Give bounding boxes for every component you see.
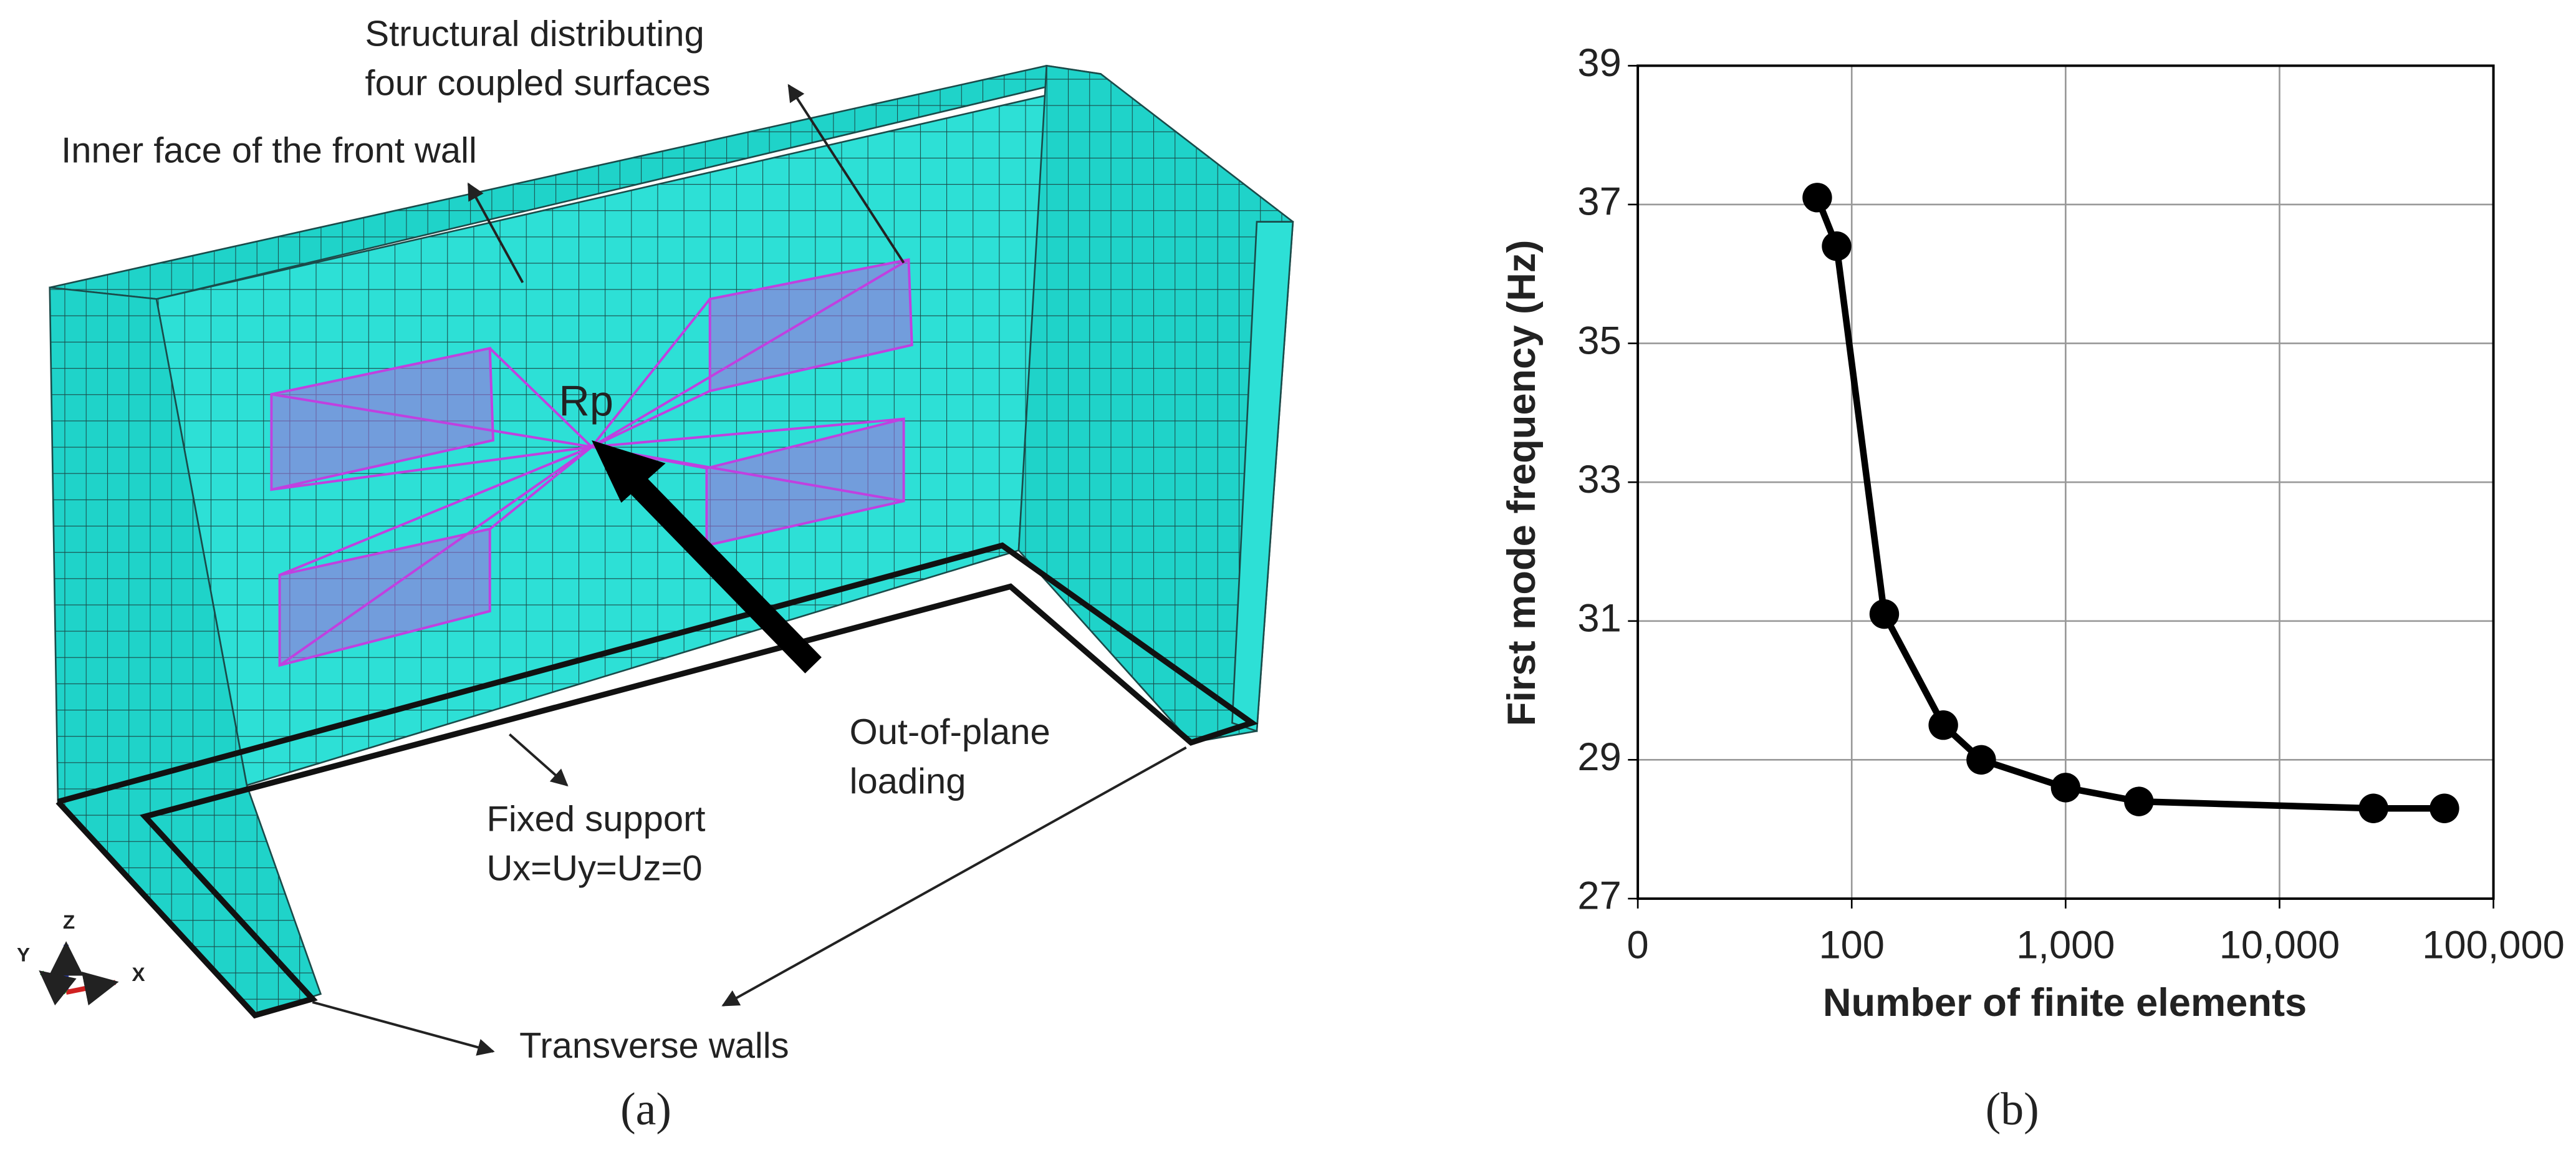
- y-tick-label: 35: [1577, 319, 1621, 362]
- mesh-model: [39, 64, 1294, 1056]
- annotation: Transverse walls: [519, 1026, 789, 1066]
- plot-frame: [1636, 64, 2495, 900]
- annotation: four coupled surfaces: [365, 63, 711, 103]
- data-point: [1928, 710, 1958, 740]
- data-point: [2429, 793, 2459, 823]
- axis-letter: Z: [63, 911, 75, 933]
- x-axis-label: Number of finite elements: [1823, 981, 2307, 1025]
- y-tick-label: 33: [1577, 458, 1621, 501]
- annotation: loading: [850, 761, 966, 801]
- annotation: Inner face of the front wall: [61, 130, 477, 170]
- data-point: [2050, 773, 2081, 803]
- data-point: [1966, 745, 1996, 775]
- annotation: Ux=Uy=Uz=0: [486, 848, 702, 888]
- annotation: Out-of-plane: [850, 712, 1050, 752]
- x-tick-label: 1,000: [2016, 924, 2115, 967]
- x-tick-label: 10,000: [2219, 924, 2340, 967]
- annotation: Structural distributing: [365, 14, 704, 54]
- plot: 27 29 31 33 35 37 39 0 100 1,000 10,000 100,000: [1577, 41, 2564, 967]
- data-point: [1822, 231, 1852, 261]
- y-tick-label: 31: [1577, 596, 1621, 640]
- annotation: Rp: [559, 377, 613, 425]
- axis-letter: Y: [17, 943, 30, 965]
- y-tick-label: 39: [1577, 41, 1621, 85]
- data-point: [2124, 786, 2154, 816]
- y-tick-label: 29: [1577, 735, 1621, 779]
- y-tick-label: 27: [1577, 874, 1621, 918]
- caption: (a): [620, 1083, 671, 1134]
- data-point: [1802, 183, 1832, 213]
- y-axis-label: First mode frequency (Hz): [1500, 240, 1544, 727]
- x-tick-label: 100: [1819, 924, 1884, 967]
- data-point: [2358, 793, 2388, 823]
- x-tick-label: 100,000: [2422, 924, 2565, 967]
- data-point: [1869, 599, 1900, 629]
- annotation: Fixed support: [486, 799, 705, 839]
- axis-letter: X: [132, 963, 145, 985]
- x-tick-label: 0: [1627, 924, 1649, 967]
- data-line: [1814, 196, 2444, 812]
- caption: (b): [1986, 1083, 2039, 1134]
- y-tick-label: 37: [1577, 180, 1621, 224]
